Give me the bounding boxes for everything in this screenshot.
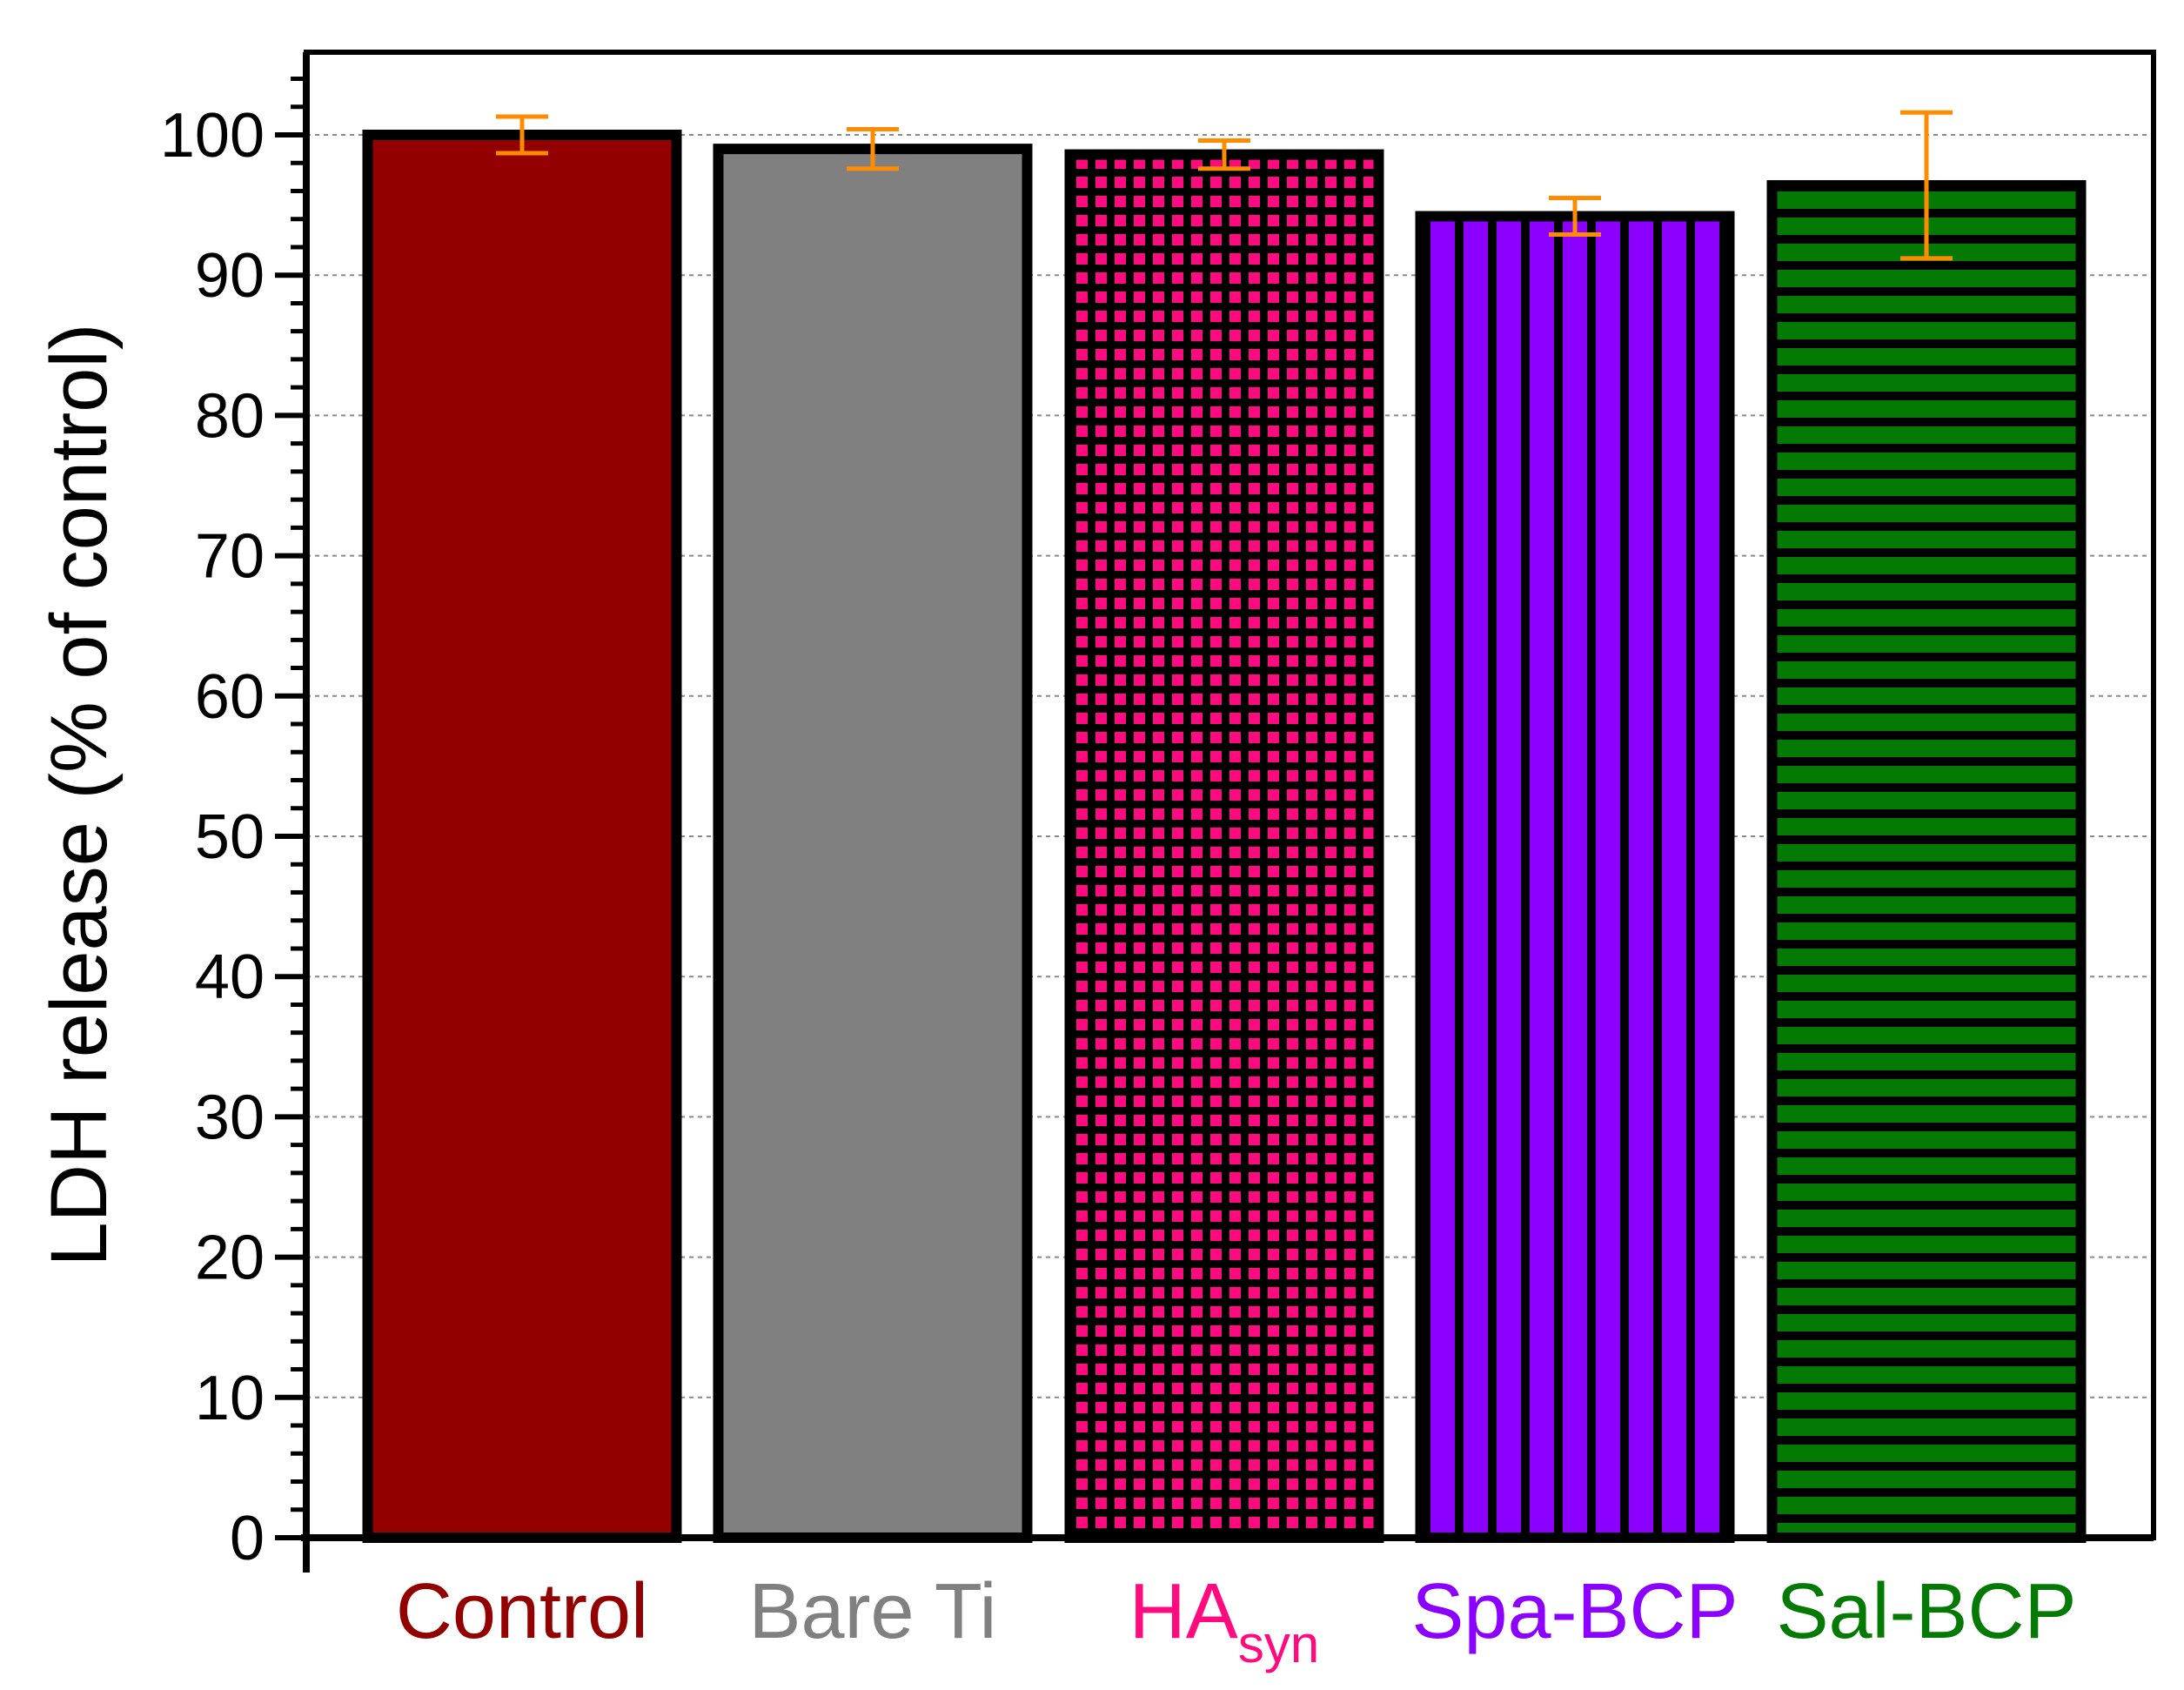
x-tick-label: HAsyn: [1129, 1568, 1319, 1673]
y-tick-label: 80: [195, 381, 265, 451]
y-tick-label: 30: [195, 1083, 265, 1152]
error-bars: [496, 110, 1953, 261]
bar-control: [362, 130, 682, 1543]
x-tick-label: Bare Ti: [748, 1568, 996, 1655]
error-bar-3: [1549, 196, 1601, 237]
x-tick-label: Sal-BCP: [1776, 1568, 2076, 1655]
y-axis-title: LDH release (% of control): [35, 324, 124, 1267]
error-bar-1: [847, 127, 899, 171]
y-tick-label: 70: [195, 522, 265, 592]
plot-frame: [301, 50, 2156, 1573]
bar-sal-bcp: [1766, 180, 2087, 1544]
y-tick-label: 0: [230, 1504, 265, 1573]
error-bar-2: [1198, 137, 1250, 171]
y-tick-label: 60: [195, 662, 265, 732]
error-bar-4: [1900, 110, 1953, 261]
bars: [362, 130, 2087, 1544]
y-tick-label: 50: [195, 802, 265, 872]
y-tick-label: 10: [195, 1364, 265, 1433]
y-tick-label: 40: [195, 942, 265, 1012]
bar-spa-bcp: [1415, 211, 1735, 1544]
x-tick-label: Spa-BCP: [1411, 1568, 1738, 1655]
y-tick-label: 20: [195, 1224, 265, 1293]
x-axis-labels: Control Bare Ti HAsyn Spa-BCP Sal-BCP: [396, 1568, 2077, 1673]
x-tick-label: Control: [396, 1568, 648, 1655]
bar-bare-ti: [713, 144, 1033, 1543]
y-tick-label: 90: [195, 241, 265, 311]
bar-ha: [1064, 149, 1384, 1543]
y-axis: 0 10 20 30 40 50 60 70 80 90 100: [160, 77, 306, 1573]
error-bar-0: [496, 114, 548, 156]
y-tick-label: 100: [160, 101, 265, 171]
